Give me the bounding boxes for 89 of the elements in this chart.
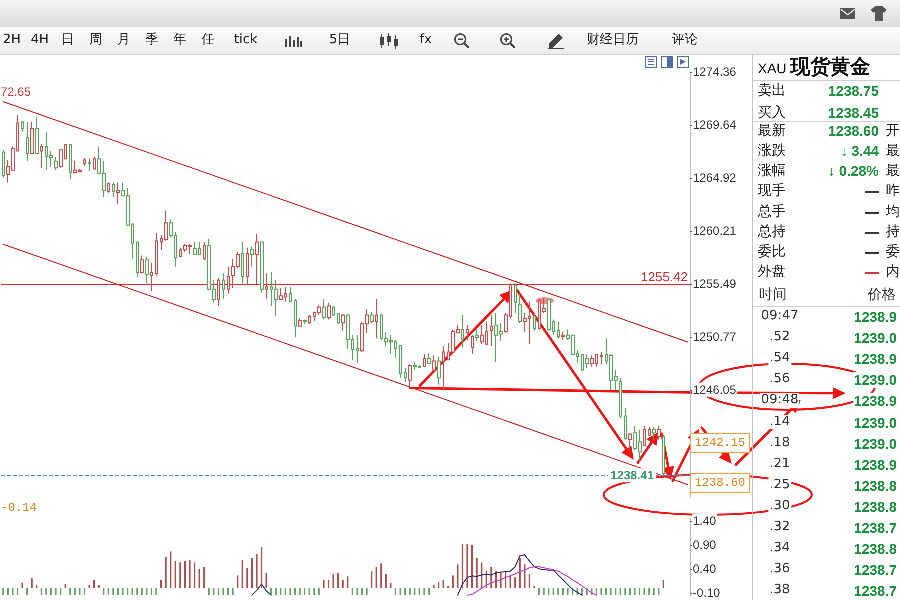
category-label: .32 <box>768 520 792 536</box>
text: 1239.0 <box>854 436 897 452</box>
category-label: 总手 <box>758 204 786 220</box>
y-tick-label: 0.90 <box>693 538 717 552</box>
ref-line-label: 1255.42 <box>641 270 688 285</box>
category-label: .38 <box>768 582 792 599</box>
text: 1238.8 <box>854 478 897 494</box>
text: -0.14 <box>1 501 38 515</box>
text: 1239.0 <box>854 330 897 346</box>
category-label: .34 <box>768 540 792 557</box>
text: XAU 现货黄金 <box>758 54 871 78</box>
y-tick-label: 0.40 <box>693 562 717 576</box>
text: 1238.9 <box>854 393 897 410</box>
category-label: .14 <box>768 414 792 430</box>
text: 价格 <box>867 286 897 304</box>
text: 4H <box>30 32 50 48</box>
category-label: 均 <box>886 204 900 220</box>
text: 1239.0 <box>854 372 897 388</box>
text: — <box>865 204 879 220</box>
text: 1238.7 <box>854 562 897 578</box>
text: 评论 <box>672 32 698 48</box>
category-label: 内 <box>886 264 900 280</box>
category-label: 最 <box>886 163 900 180</box>
y-tick-label: 1274.36 <box>693 65 737 79</box>
text: 财经日历 <box>587 32 639 48</box>
text: 1238.8 <box>854 541 897 558</box>
category-label: .18 <box>768 435 792 452</box>
text: 1238.60 <box>695 476 746 490</box>
annotation: 72.65 <box>1 85 32 99</box>
category-label: .54 <box>768 350 792 367</box>
category-label: 委 <box>886 244 900 260</box>
text: 1238.9 <box>854 351 897 368</box>
y-tick-label: 1260.21 <box>693 224 737 238</box>
category-label: 昨 <box>886 183 900 200</box>
text: 5日 <box>329 32 351 48</box>
category-label: 09:48 <box>760 392 800 409</box>
text: ↓ 3.44 <box>840 143 879 160</box>
text: tick <box>234 32 258 48</box>
text: 1238.8 <box>854 498 897 515</box>
y-tick-label: 1269.64 <box>693 118 737 132</box>
category-label: 涨幅 <box>758 163 786 180</box>
category-label: 最新 <box>758 122 786 140</box>
category-label: 买入 <box>758 104 786 122</box>
category-label: 09:47 <box>760 308 800 324</box>
text: 季 <box>146 32 158 48</box>
text: 年 <box>174 32 186 48</box>
category-label: .36 <box>768 562 792 578</box>
category-label: .52 <box>768 330 792 346</box>
category-label: .56 <box>768 372 792 388</box>
category-label: 最 <box>886 143 900 160</box>
ref-line-label: 1238.41 <box>610 468 654 483</box>
text: 周 <box>90 32 102 48</box>
text: 1238.75 <box>828 82 879 99</box>
category-label: .21 <box>768 456 792 472</box>
category-label: 持 <box>886 224 900 240</box>
text: 时间 <box>758 286 788 304</box>
y-tick-label: 1255.49 <box>693 276 737 291</box>
text: 1238.45 <box>828 104 879 121</box>
text: 1238.7 <box>854 520 897 536</box>
text: 1238.60 <box>828 122 879 139</box>
text: 1239.0 <box>854 414 897 430</box>
text: 日 <box>62 32 74 48</box>
category-label: 总持 <box>758 224 786 240</box>
text: ↓ 0.28% <box>828 163 879 180</box>
category-label: 卖出 <box>758 82 786 100</box>
text: — <box>865 224 879 240</box>
text: — <box>865 183 879 200</box>
category-label: .25 <box>768 477 792 494</box>
y-tick-label: 1264.92 <box>693 170 737 185</box>
category-label: 开 <box>886 122 900 139</box>
y-tick-label: 1250.77 <box>693 330 737 344</box>
category-label: 委比 <box>758 244 786 260</box>
y-tick-label: 1246.05 <box>693 382 737 397</box>
y-tick-label: -0.10 <box>693 586 721 600</box>
category-label: 现手 <box>758 183 786 200</box>
text: 1238.9 <box>854 308 897 325</box>
text: 月 <box>118 32 130 48</box>
text: fx <box>420 32 432 48</box>
y-tick-label: 1.40 <box>693 514 717 528</box>
text: 1242.15 <box>695 436 746 450</box>
text: — <box>865 264 879 280</box>
category-label: 涨跌 <box>758 143 786 160</box>
text: 2H <box>2 32 22 48</box>
text: — <box>865 244 879 260</box>
category-label: .30 <box>768 498 792 514</box>
text: 1238.9 <box>854 456 897 473</box>
text: 任 <box>202 32 214 48</box>
category-label: 外盘 <box>758 264 786 280</box>
text: 1238.7 <box>854 583 897 600</box>
